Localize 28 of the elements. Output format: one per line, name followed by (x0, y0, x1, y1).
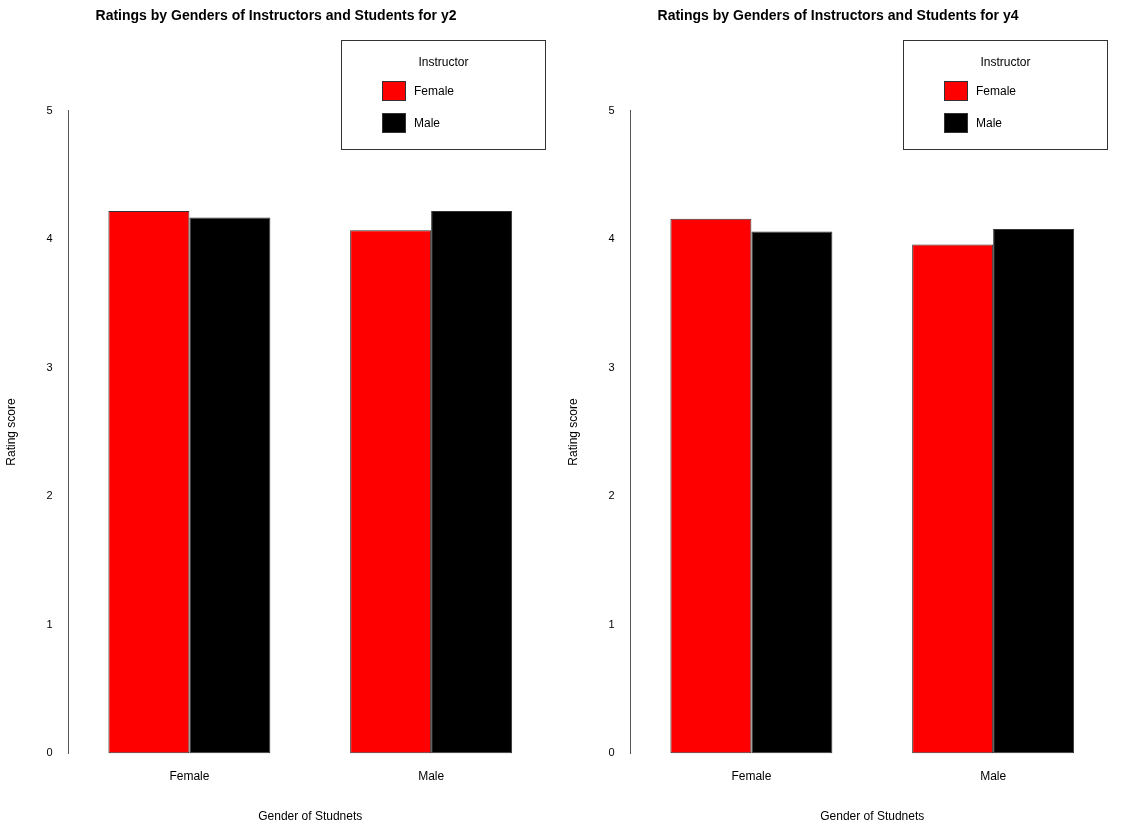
y-tick-label: 4 (608, 232, 615, 245)
chart-title: Ratings by Genders of Instructors and Students for y4 (657, 7, 1019, 24)
y-tick-label: 0 (46, 746, 53, 759)
x-axis-title: Gender of Studnets (820, 809, 925, 824)
chart-title: Ratings by Genders of Instructors and Students for y2 (95, 7, 457, 24)
y-tick-label: 3 (46, 360, 53, 373)
y-tick-label: 4 (46, 232, 53, 245)
legend-label: Male (414, 116, 441, 130)
legend-label: Female (976, 84, 1017, 98)
y-axis-title: Rating score (3, 398, 18, 466)
y-tick-label: 1 (46, 617, 53, 630)
y-tick-label: 1 (608, 617, 615, 630)
y-tick-label: 2 (46, 489, 53, 502)
legend-label: Female (414, 84, 455, 98)
x-tick-label: Male (418, 768, 445, 783)
y-tick-label: 5 (46, 103, 53, 116)
legend-title: Instructor (979, 55, 1032, 69)
y-tick-label: 5 (608, 103, 615, 116)
legend-label: Male (976, 116, 1003, 130)
x-tick-label: Female (731, 768, 772, 783)
x-axis-title: Gender of Studnets (258, 809, 363, 824)
x-tick-label: Female (169, 768, 210, 783)
y-axis-title: Rating score (565, 398, 580, 466)
y-tick-label: 3 (608, 360, 615, 373)
legend-title: Instructor (417, 55, 470, 69)
y-tick-label: 2 (608, 489, 615, 502)
x-tick-label: Male (980, 768, 1007, 783)
y-tick-label: 0 (608, 746, 615, 759)
